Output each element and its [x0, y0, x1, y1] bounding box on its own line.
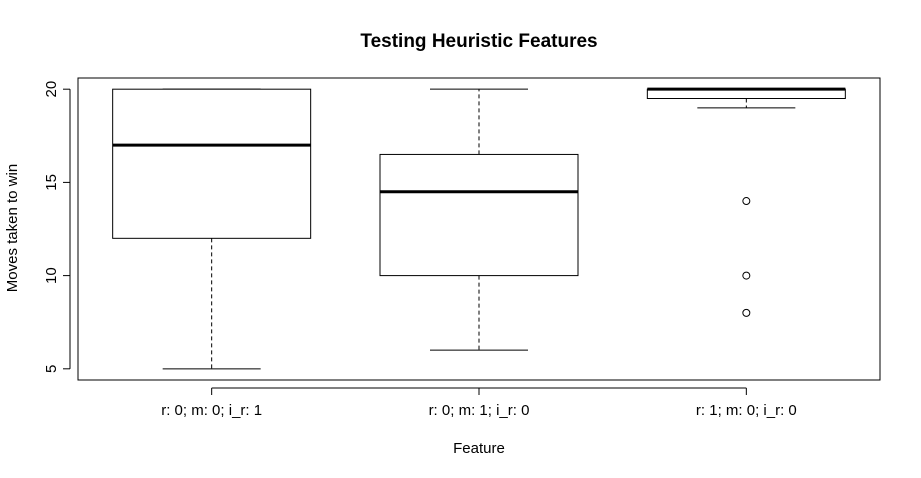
y-tick-label: 20: [43, 81, 60, 98]
boxes-group: [112, 87, 846, 370]
x-tick-label: r: 0; m: 1; i_r: 0: [429, 402, 530, 419]
box-iqr: [379, 153, 579, 277]
plot-frame: [77, 77, 881, 381]
box-iqr: [112, 88, 312, 239]
y-tick-label: 15: [43, 174, 60, 191]
x-axis: r: 0; m: 0; i_r: 1 r: 0; m: 1; i_r: 0 r: 1…: [161, 387, 797, 419]
y-tick-label: 5: [43, 365, 60, 373]
x-axis-label: Feature: [453, 440, 505, 457]
outlier-point: [742, 271, 751, 280]
x-tick-label: r: 0; m: 0; i_r: 1: [161, 402, 262, 419]
x-tick-label: r: 1; m: 0; i_r: 0: [696, 402, 797, 419]
outlier-point: [742, 308, 751, 317]
box-3: [646, 87, 846, 317]
chart-title: Testing Heuristic Features: [360, 31, 597, 52]
y-tick-label: 10: [43, 267, 60, 284]
y-axis: 5 10 15 20: [43, 81, 71, 373]
box-2: [379, 88, 579, 351]
box-1: [112, 88, 312, 370]
outlier-point: [742, 197, 751, 206]
y-axis-label: Moves taken to win: [4, 164, 21, 292]
